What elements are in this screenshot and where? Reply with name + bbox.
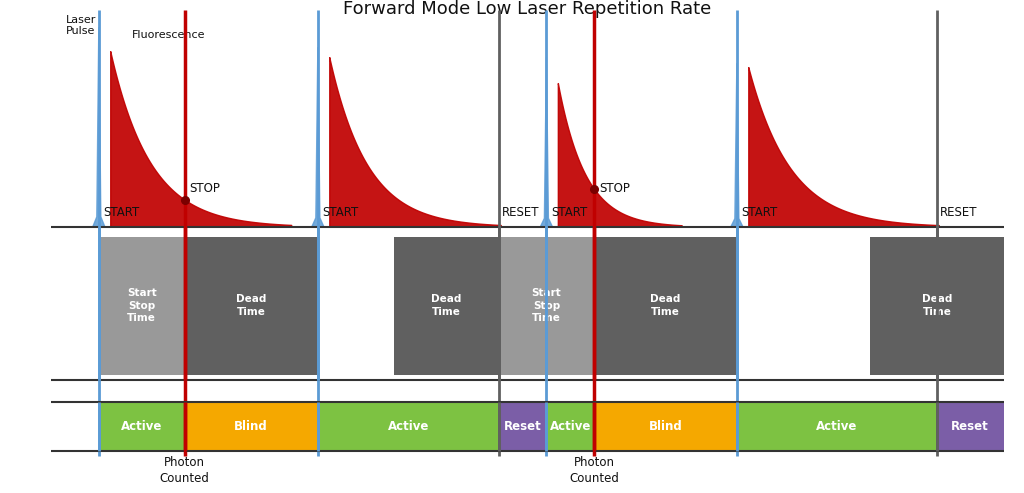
Bar [98, 402, 184, 451]
Text: Reset: Reset [504, 420, 542, 433]
Polygon shape [731, 63, 742, 227]
Text: Active: Active [121, 420, 163, 433]
Polygon shape [93, 27, 104, 227]
Text: Laser
Pulse: Laser Pulse [66, 15, 96, 36]
Bar [937, 402, 1004, 451]
Text: START: START [551, 207, 588, 219]
Bar [594, 402, 737, 451]
Bar [870, 237, 1004, 375]
Text: Photon
Counted: Photon Counted [569, 456, 618, 485]
Bar [737, 402, 937, 451]
Text: STOP: STOP [189, 182, 220, 195]
Text: Dead
Time: Dead Time [236, 294, 266, 317]
Text: RESET: RESET [940, 207, 977, 219]
Polygon shape [541, 57, 552, 227]
Text: START: START [103, 207, 140, 219]
Bar [184, 402, 317, 451]
Bar [499, 237, 594, 375]
Bar [98, 237, 184, 375]
Text: STOP: STOP [599, 182, 630, 195]
Text: START: START [741, 207, 778, 219]
Text: Dead
Time: Dead Time [431, 294, 462, 317]
Bar [594, 237, 737, 375]
Text: Start
Stop
Time: Start Stop Time [531, 288, 561, 323]
Text: Blind: Blind [648, 420, 682, 433]
Text: Reset: Reset [951, 420, 989, 433]
Text: Active: Active [816, 420, 857, 433]
Text: Forward Mode Low Laser Repetition Rate: Forward Mode Low Laser Repetition Rate [343, 0, 712, 18]
Text: Start
Stop
Time: Start Stop Time [127, 288, 157, 323]
Text: Photon
Counted: Photon Counted [160, 456, 210, 485]
Text: Dead
Time: Dead Time [922, 294, 952, 317]
Text: START: START [323, 207, 358, 219]
Bar [547, 402, 594, 451]
Text: Active: Active [550, 420, 591, 433]
Text: Active: Active [388, 420, 429, 433]
Bar [184, 237, 317, 375]
Bar [499, 402, 547, 451]
Text: Dead
Time: Dead Time [650, 294, 681, 317]
Polygon shape [312, 47, 324, 227]
Text: Blind: Blind [234, 420, 268, 433]
Text: Fluorescence: Fluorescence [132, 30, 206, 39]
Bar [394, 237, 499, 375]
Bar [317, 402, 499, 451]
Text: RESET: RESET [502, 207, 540, 219]
